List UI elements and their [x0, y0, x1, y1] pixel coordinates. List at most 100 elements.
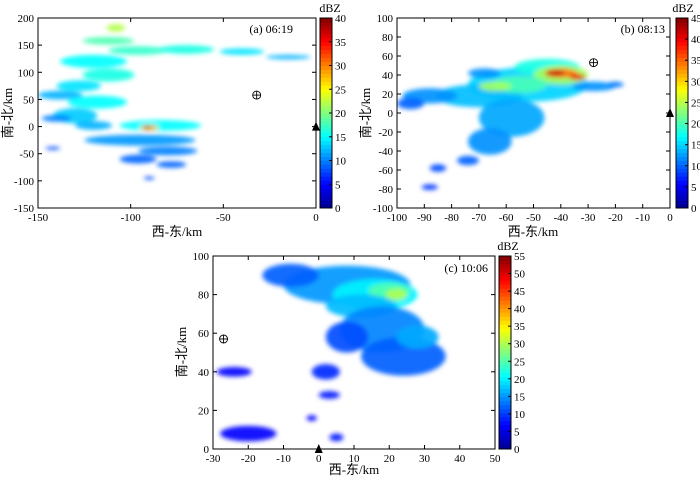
x-tick-label: -20	[241, 453, 256, 465]
echo-cell	[329, 433, 344, 442]
colorbar-segment	[320, 120, 332, 126]
colorbar-tick-label: 15	[514, 391, 526, 403]
colorbar-segment	[499, 296, 511, 301]
colorbar-segment	[320, 105, 332, 110]
panel-b-x-ticks: -100 -90 -80 -70 -60 -50 -40 -30 -20 -10 0	[387, 18, 673, 224]
colorbar-segment	[320, 69, 332, 74]
colorbar-segment	[320, 33, 332, 39]
panel-c-x-ticks: -30 -20 -10 0 10 20 30 40 50	[206, 256, 501, 465]
colorbar-segment	[320, 49, 332, 55]
colorbar-segment	[320, 45, 332, 51]
panel-b: -100 -90 -80 -70 -60 -50 -40 -30 -20 -10 0 -100-80…	[358, 1, 700, 239]
colorbar-tick-label: 20	[691, 119, 700, 131]
colorbar-tick-label: 35	[335, 37, 347, 49]
colorbar-segment	[676, 172, 688, 177]
colorbar-segment	[320, 128, 332, 134]
colorbar-segment	[499, 284, 511, 289]
colorbar-segment	[320, 109, 332, 114]
colorbar-segment	[320, 89, 332, 94]
colorbar-segment	[499, 352, 511, 357]
colorbar-segment	[676, 180, 688, 185]
x-tick-label: 50	[490, 453, 502, 465]
colorbar-segment	[676, 49, 688, 55]
colorbar-segment	[676, 144, 688, 150]
colorbar-segment	[320, 101, 332, 106]
colorbar-segment	[676, 65, 688, 70]
colorbar-segment	[676, 160, 688, 165]
echo-cell	[545, 70, 565, 76]
colorbar-tick-label: 45	[691, 13, 700, 25]
echo-cell	[262, 263, 319, 287]
colorbar-segment	[499, 276, 511, 281]
x-tick-label: 40	[454, 453, 466, 465]
colorbar-segment	[676, 168, 688, 173]
colorbar-segment	[320, 176, 332, 181]
colorbar-segment	[499, 312, 511, 317]
colorbar-segment	[499, 364, 511, 369]
panel-b-y-ticks: -100 -80 -60 -40 -20 0 20 40 60 80 100	[373, 13, 670, 215]
echo-cell	[265, 54, 311, 60]
echo-cell	[457, 155, 479, 166]
colorbar-segment	[676, 128, 688, 134]
colorbar-segment	[676, 152, 688, 157]
panel-b-echo-layer	[397, 58, 624, 190]
panel-c-colorbar-label: dBZ	[497, 239, 518, 253]
panel-c-colorbar: 0 5 10 15 20 25 30 35 40 45 50 55	[498, 251, 526, 456]
colorbar-segment	[676, 156, 688, 161]
circled-plus-icon	[589, 58, 599, 68]
colorbar-segment	[676, 85, 688, 90]
colorbar-segment	[320, 196, 332, 201]
echo-cell	[82, 37, 135, 45]
x-tick-label: -30	[206, 453, 221, 465]
echo-cell	[219, 48, 265, 55]
colorbar-segment	[499, 300, 511, 305]
colorbar-segment	[320, 97, 332, 102]
echo-cell	[467, 128, 512, 155]
colorbar-segment	[499, 336, 511, 341]
echo-cell	[429, 164, 447, 172]
colorbar-segment	[320, 152, 332, 157]
colorbar-segment	[499, 272, 511, 277]
colorbar-tick-label: 40	[335, 13, 347, 25]
colorbar-segment	[320, 18, 332, 23]
panel-c-ylabel: 南-北/km	[174, 327, 189, 378]
colorbar-segment	[676, 21, 688, 27]
colorbar-segment	[499, 388, 511, 394]
colorbar-segment	[676, 132, 688, 138]
panel-a-x-ticks: -150 -100 -50 0	[28, 18, 319, 224]
echo-cell	[56, 80, 102, 92]
colorbar-segment	[499, 268, 511, 273]
colorbar-segment	[320, 61, 332, 66]
y-tick-label: 0	[29, 122, 35, 134]
circled-plus-icon	[219, 334, 229, 344]
x-tick-label: 10	[349, 453, 361, 465]
colorbar-segment	[676, 148, 688, 153]
colorbar-tick-label: 25	[335, 84, 347, 96]
panel-c-label: (c) 10:06	[444, 261, 488, 275]
y-tick-label: -100	[14, 176, 35, 188]
colorbar-segment	[320, 160, 332, 165]
colorbar-segment	[320, 168, 332, 173]
colorbar-segment	[676, 73, 688, 78]
echo-cell	[75, 121, 113, 130]
y-tick-label: 80	[382, 32, 394, 44]
panel-c-xlabel: 西-东/km	[329, 462, 380, 477]
colorbar-tick-label: 10	[691, 161, 700, 173]
colorbar-tick-label: 10	[335, 156, 347, 168]
colorbar-tick-label: 20	[514, 374, 526, 386]
colorbar-tick-label: 5	[335, 179, 341, 191]
colorbar-segment	[676, 57, 688, 62]
y-tick-label: 100	[377, 13, 394, 25]
colorbar-segment	[676, 89, 688, 94]
colorbar-tick-label: 40	[691, 34, 700, 46]
y-tick-label: -40	[378, 146, 393, 158]
colorbar-segment	[676, 196, 688, 201]
y-tick-label: 50	[23, 94, 35, 106]
colorbar-segment	[499, 292, 511, 297]
x-tick-label: -40	[553, 212, 568, 224]
y-tick-label: 60	[382, 51, 394, 63]
colorbar-segment	[320, 156, 332, 161]
colorbar-segment	[499, 424, 511, 430]
